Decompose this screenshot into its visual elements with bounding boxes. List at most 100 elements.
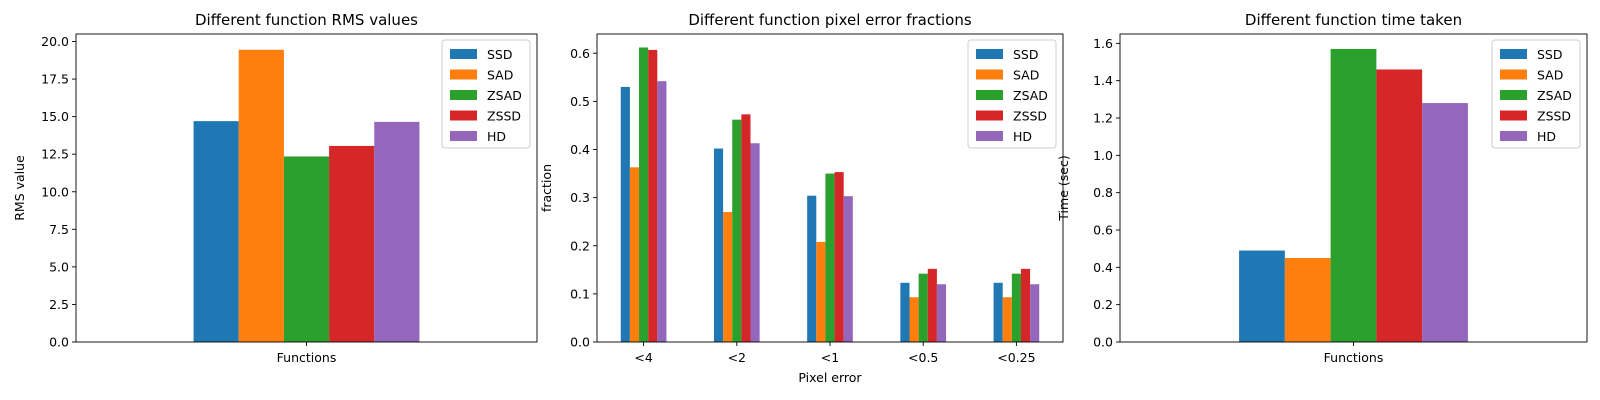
bar-hd-1 [374, 121, 420, 342]
bar-zsad-1 [283, 156, 330, 342]
y-tick-label: 0.0 [1093, 335, 1113, 350]
legend-box [441, 39, 531, 149]
bar-zssd-1 [648, 49, 658, 342]
legend-swatch-sad [976, 69, 1003, 80]
bar-sad-4 [909, 297, 919, 342]
chart-title: Different function time taken [1245, 11, 1462, 29]
y-tick-label: 0.6 [570, 46, 590, 61]
bar-zssd-3 [834, 172, 844, 342]
legend-label-zssd: ZSSD [1013, 109, 1047, 124]
x-tick-label: Functions [277, 350, 337, 365]
x-tick-label: <0.5 [908, 350, 938, 365]
bar-sad-3 [816, 241, 826, 342]
bar-hd-1 [657, 81, 667, 342]
y-tick-label: 0.3 [570, 190, 590, 205]
bar-sad-5 [1002, 297, 1012, 342]
y-tick-label: 0.0 [49, 335, 69, 350]
legend-label-ssd: SSD [1013, 47, 1039, 62]
legend-label-ssd: SSD [1537, 47, 1563, 62]
bar-zsad-4 [918, 273, 928, 342]
legend-swatch-zssd [976, 110, 1003, 121]
legend-label-zssd: ZSSD [487, 109, 521, 124]
bar-sad-2 [723, 212, 733, 342]
legend-swatch-zsad [450, 90, 477, 100]
bar-zssd-4 [927, 268, 937, 342]
legend-label-sad: SAD [1537, 68, 1563, 83]
x-tick-label: Functions [1324, 350, 1384, 365]
legend-swatch-zsad [1500, 90, 1527, 100]
bar-zssd-2 [741, 114, 751, 343]
bar-ssd-5 [993, 282, 1003, 342]
legend-label-sad: SAD [487, 68, 513, 83]
bar-hd-1 [1422, 103, 1468, 342]
y-tick-label: 1.6 [1093, 36, 1113, 51]
legend-label-zssd: ZSSD [1537, 109, 1571, 124]
legend: SSD SAD ZSAD ZSSD HD [1491, 39, 1581, 149]
bar-zsad-2 [732, 119, 742, 342]
bar-ssd-1 [1239, 250, 1285, 342]
x-tick-label: <4 [634, 350, 652, 365]
bar-zsad-1 [639, 47, 649, 342]
legend-label-zsad: ZSAD [487, 88, 522, 103]
legend-label-zsad: ZSAD [1013, 88, 1048, 103]
bar-ssd-2 [713, 148, 724, 342]
bar-ssd-4 [900, 282, 910, 342]
legend-label-sad: SAD [1013, 68, 1039, 83]
x-tick-label: <1 [821, 350, 839, 365]
chart-title: Different function pixel error fractions [688, 11, 972, 29]
y-tick-label: 5.0 [49, 259, 69, 274]
bar-zssd-5 [1020, 268, 1031, 342]
legend-swatch-zssd [450, 110, 477, 121]
bar-sad-1 [1284, 258, 1331, 342]
legend-swatch-hd [1500, 131, 1527, 141]
x-tick-label: <2 [728, 350, 746, 365]
legend-swatch-hd [450, 131, 477, 141]
legend-box [967, 39, 1057, 149]
y-tick-label: 15.0 [41, 109, 69, 124]
y-tick-label: 0.8 [1093, 185, 1113, 200]
bar-hd-3 [843, 196, 853, 342]
legend-label-ssd: SSD [487, 47, 513, 62]
legend-swatch-sad [450, 69, 477, 80]
legend-label-hd: HD [1537, 129, 1556, 144]
y-axis-label: RMS value [12, 155, 27, 221]
y-tick-label: 1.2 [1093, 111, 1113, 126]
bar-zssd-1 [329, 145, 375, 342]
chart-panel-3: 0.0 0.2 0.4 0.6 0.8 1.0 1.2 1.4 1.6 Functions Diff… [1056, 11, 1588, 365]
legend-label-hd: HD [487, 129, 506, 144]
y-tick-label: 0.2 [570, 238, 590, 253]
legend-box [1491, 39, 1581, 149]
y-tick-label: 0.0 [570, 335, 590, 350]
legend-swatch-zssd [1500, 110, 1527, 121]
legend-swatch-ssd [1500, 49, 1527, 59]
bar-ssd-1 [620, 86, 630, 342]
y-tick-label: 0.4 [570, 142, 590, 157]
bar-hd-4 [936, 284, 947, 342]
legend-label-zsad: ZSAD [1537, 88, 1572, 103]
y-tick-label: 10.0 [41, 184, 69, 199]
legend-swatch-ssd [450, 49, 477, 59]
bar-ssd-1 [193, 121, 239, 342]
legend-label-hd: HD [1013, 129, 1032, 144]
chart-title: Different function RMS values [195, 11, 418, 29]
bar-sad-1 [629, 167, 640, 342]
bar-zssd-1 [1376, 69, 1423, 342]
y-tick-label: 0.2 [1093, 297, 1113, 312]
y-axis-label: Time (sec) [1056, 155, 1071, 221]
bar-hd-2 [750, 143, 760, 342]
legend: SSD SAD ZSAD ZSSD HD [441, 39, 531, 149]
legend: SSD SAD ZSAD ZSSD HD [967, 39, 1057, 149]
y-tick-label: 2.5 [49, 297, 69, 312]
x-tick-label: <0.25 [997, 350, 1035, 365]
x-axis-label: Pixel error [798, 370, 862, 385]
chart-panel-1: 0.0 2.5 5.0 7.5 10.0 12.5 15.0 17.5 20.0 Function… [12, 11, 538, 365]
legend-swatch-sad [1500, 69, 1527, 80]
bar-sad-1 [238, 49, 284, 342]
bar-zsad-1 [1330, 48, 1377, 343]
y-tick-label: 7.5 [49, 222, 69, 237]
y-tick-label: 0.4 [1093, 260, 1113, 275]
bar-hd-5 [1030, 284, 1040, 342]
legend-swatch-ssd [976, 49, 1003, 59]
y-tick-label: 20.0 [41, 34, 69, 49]
